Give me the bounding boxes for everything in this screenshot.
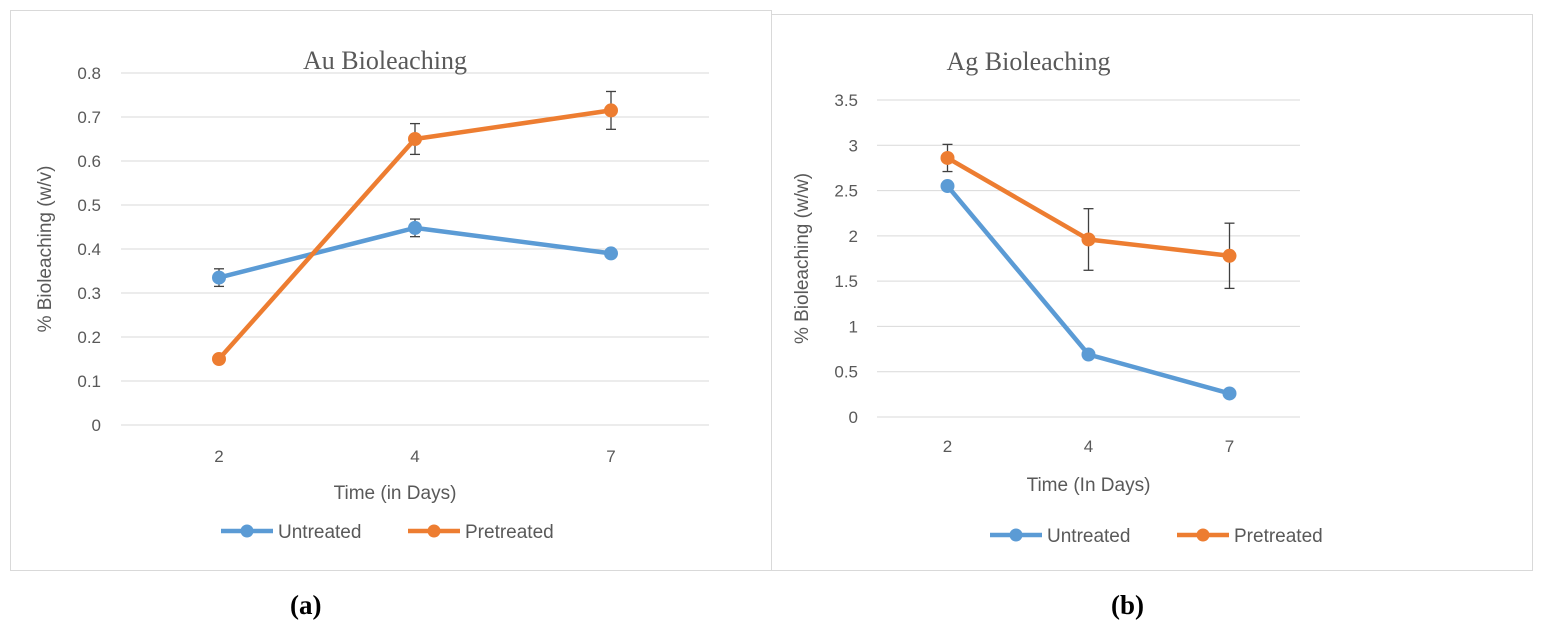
data-point-pretreated xyxy=(1222,248,1237,263)
x-axis-title: Time (In Days) xyxy=(1027,475,1151,496)
data-point-untreated xyxy=(604,246,618,261)
data-point-pretreated xyxy=(1081,232,1096,247)
y-tick-label: 3.5 xyxy=(834,91,858,110)
data-point-untreated xyxy=(1081,347,1096,362)
y-tick-label: 0.6 xyxy=(77,152,101,171)
legend-marker-pretreated xyxy=(427,524,441,538)
y-tick-label: 0.1 xyxy=(77,372,101,391)
legend-marker-untreated xyxy=(240,524,254,538)
data-point-untreated xyxy=(212,270,226,285)
y-tick-label: 0.5 xyxy=(77,196,101,215)
y-tick-label: 0.5 xyxy=(834,363,858,382)
y-axis-title: % Bioleaching (w/v) xyxy=(35,166,56,333)
x-tick-label: 2 xyxy=(943,437,952,456)
data-point-untreated xyxy=(940,179,955,194)
y-tick-label: 2 xyxy=(849,227,858,246)
y-tick-label: 0.7 xyxy=(77,108,101,127)
y-tick-label: 1 xyxy=(849,317,858,336)
data-point-pretreated xyxy=(604,103,618,118)
data-point-pretreated xyxy=(408,132,422,146)
ag-bioleaching-chart: 0 0.5 1 1.5 2 2.5 3 3.5 2 4 7 Ag Bioleaching Time (I… xyxy=(792,47,1323,547)
legend-label-pretreated: Pretreated xyxy=(1234,526,1323,547)
y-tick-label: 0.4 xyxy=(77,240,101,259)
x-tick-label: 4 xyxy=(410,447,419,466)
y-tick-label: 0.3 xyxy=(77,284,101,303)
legend-label-untreated: Untreated xyxy=(278,522,361,543)
y-tick-label: 1.5 xyxy=(834,272,858,291)
caption-b: (b) xyxy=(1111,590,1144,620)
chart-title: Au Bioleaching xyxy=(303,46,467,75)
y-tick-label: 0.8 xyxy=(77,64,101,83)
chart-panel-ag: 0 0.5 1 1.5 2 2.5 3 3.5 2 4 7 Ag Bioleaching Time (I… xyxy=(771,14,1533,571)
caption-a: (a) xyxy=(290,590,322,620)
x-tick-label: 2 xyxy=(214,447,223,466)
legend-label-untreated: Untreated xyxy=(1047,526,1130,547)
au-bioleaching-chart: 0 0.1 0.2 0.3 0.4 0.5 0.6 0.7 0.8 2 4 7 Au Bioleachi… xyxy=(35,46,709,543)
y-axis-title: % Bioleaching (w/w) xyxy=(792,173,813,344)
y-tick-label: 0.2 xyxy=(77,328,101,347)
x-tick-label: 4 xyxy=(1084,437,1093,456)
legend-marker-pretreated xyxy=(1196,528,1210,542)
y-tick-label: 3 xyxy=(849,136,858,155)
data-point-pretreated xyxy=(940,150,955,165)
x-tick-label: 7 xyxy=(1225,437,1234,456)
chart-title: Ag Bioleaching xyxy=(947,47,1111,76)
legend-marker-untreated xyxy=(1009,528,1023,542)
x-tick-label: 7 xyxy=(606,447,615,466)
y-tick-label: 0 xyxy=(849,408,858,427)
y-tick-label: 0 xyxy=(92,416,101,435)
data-point-untreated xyxy=(408,220,422,235)
chart-panel-au: 0 0.1 0.2 0.3 0.4 0.5 0.6 0.7 0.8 2 4 7 Au Bioleachi… xyxy=(10,10,772,571)
data-point-pretreated xyxy=(212,352,226,366)
legend-label-pretreated: Pretreated xyxy=(465,522,554,543)
y-tick-label: 2.5 xyxy=(834,182,858,201)
data-point-untreated xyxy=(1222,386,1237,401)
x-axis-title: Time (in Days) xyxy=(334,483,457,504)
